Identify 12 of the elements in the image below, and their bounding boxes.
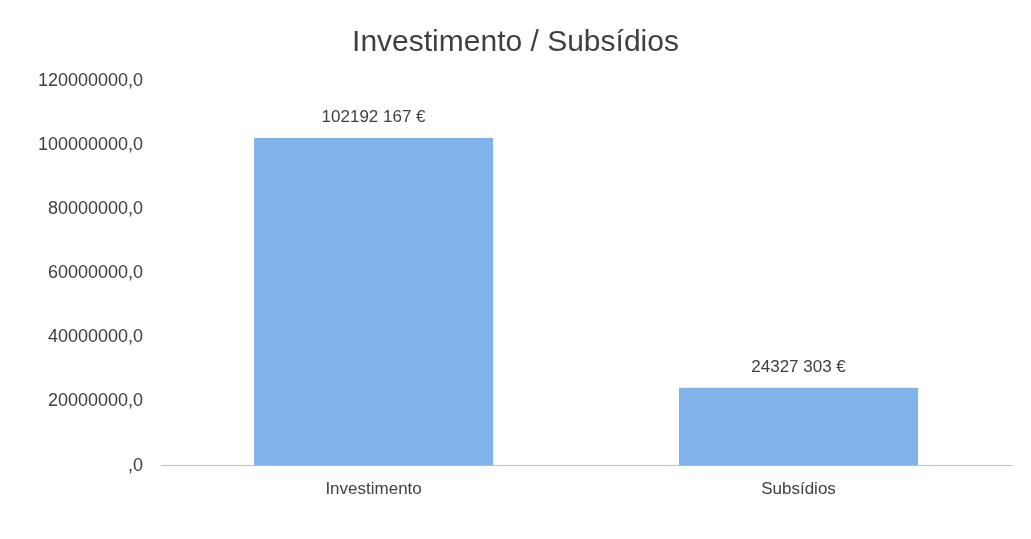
y-tick-label: 120000000,0 [38, 69, 144, 90]
data-label: 102192 167 € [321, 107, 427, 127]
y-tick-label: 60000000,0 [48, 262, 144, 283]
y-tick-label: 80000000,0 [48, 198, 144, 219]
y-tick-label: ,0 [128, 454, 144, 475]
y-tick-label: 100000000,0 [38, 134, 144, 155]
y-tick-label: 40000000,0 [48, 326, 144, 347]
x-tick-label: Investimento [325, 479, 422, 499]
chart-title: Investimento / Subsídios [352, 24, 679, 58]
x-tick-label: Subsídios [761, 479, 836, 499]
data-label: 24327 303 € [751, 356, 847, 376]
y-tick-label: 20000000,0 [48, 390, 144, 411]
